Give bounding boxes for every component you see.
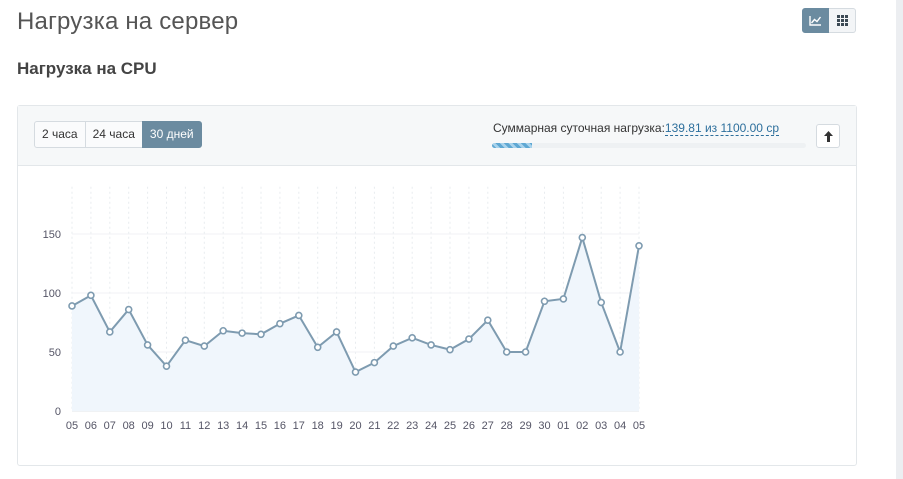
data-point[interactable] — [106, 328, 114, 336]
range-tab-30d[interactable]: 30 дней — [141, 121, 202, 148]
data-point[interactable] — [427, 341, 435, 349]
x-tick-label: 01 — [557, 420, 569, 432]
x-tick-label: 02 — [576, 420, 588, 432]
y-tick-label: 100 — [43, 288, 61, 300]
x-tick-label: 30 — [538, 420, 550, 432]
x-tick-label: 13 — [217, 420, 229, 432]
range-tab-24h[interactable]: 24 часа — [84, 121, 143, 148]
cpu-load-panel: 2 часа 24 часа 30 дней Суммарная суточна… — [17, 105, 857, 466]
data-point[interactable] — [313, 343, 322, 352]
x-tick-label: 20 — [349, 420, 361, 432]
x-tick-label: 15 — [255, 420, 267, 432]
collapse-button[interactable] — [816, 124, 840, 148]
data-point[interactable] — [597, 298, 606, 307]
data-point[interactable] — [294, 311, 303, 320]
x-tick-label: 03 — [595, 420, 607, 432]
data-point[interactable] — [162, 362, 171, 370]
x-tick-label: 21 — [368, 420, 380, 432]
x-tick-label: 19 — [330, 420, 342, 432]
x-tick-label: 08 — [123, 420, 135, 432]
x-tick-label: 11 — [180, 420, 191, 432]
x-tick-label: 29 — [519, 420, 531, 432]
x-tick-label: 05 — [66, 420, 78, 432]
x-tick-label: 18 — [312, 420, 324, 432]
chart-points — [68, 233, 643, 376]
arrow-up-icon — [823, 130, 833, 142]
x-tick-label: 07 — [104, 420, 116, 432]
data-point[interactable] — [276, 319, 284, 328]
x-tick-label: 28 — [501, 420, 513, 432]
x-tick-label: 23 — [406, 420, 418, 432]
x-tick-label: 10 — [160, 420, 172, 432]
data-point[interactable] — [635, 242, 643, 250]
x-tick-label: 06 — [85, 420, 97, 432]
daily-load-label: Суммарная суточная нагрузка: — [493, 121, 665, 135]
x-tick-label: 12 — [198, 420, 210, 432]
x-tick-label: 09 — [141, 420, 153, 432]
grid-icon — [836, 15, 848, 26]
data-point[interactable] — [68, 302, 76, 310]
view-switch — [802, 8, 856, 33]
data-point[interactable] — [200, 342, 209, 350]
data-point[interactable] — [389, 342, 398, 350]
x-tick-label: 26 — [463, 420, 475, 432]
y-axis-labels: 0 50 100 150 — [43, 229, 61, 418]
x-tick-label: 22 — [387, 420, 399, 432]
y-tick-label: 0 — [55, 406, 61, 418]
chart-area-fill — [72, 237, 639, 411]
x-tick-label: 05 — [633, 420, 645, 432]
daily-load-progress-fill — [492, 143, 532, 148]
y-tick-label: 150 — [43, 229, 61, 241]
data-point[interactable] — [408, 334, 417, 342]
data-point[interactable] — [181, 336, 190, 344]
x-tick-label: 24 — [425, 420, 437, 432]
data-point[interactable] — [465, 335, 473, 343]
data-point[interactable] — [351, 368, 360, 376]
x-tick-label: 27 — [482, 420, 494, 432]
data-point[interactable] — [332, 328, 341, 336]
line-chart-view-button[interactable] — [802, 8, 829, 33]
line-chart-icon — [809, 16, 822, 26]
y-tick-label: 50 — [49, 347, 61, 359]
data-point[interactable] — [143, 341, 152, 349]
data-point[interactable] — [540, 297, 549, 306]
x-tick-label: 25 — [444, 420, 456, 432]
range-tabs: 2 часа 24 часа 30 дней — [34, 121, 202, 148]
x-tick-label: 14 — [236, 420, 248, 432]
data-point[interactable] — [124, 305, 133, 314]
section-title: Нагрузка на CPU — [17, 59, 157, 78]
daily-load-summary: Суммарная суточная нагрузка:139.81 из 11… — [493, 121, 779, 136]
data-point[interactable] — [521, 348, 530, 356]
data-point[interactable] — [502, 348, 511, 356]
data-point[interactable] — [559, 295, 568, 303]
data-point[interactable] — [616, 348, 624, 356]
data-point[interactable] — [219, 326, 227, 335]
daily-load-progress-bar — [492, 143, 806, 148]
range-tab-2h[interactable]: 2 часа — [34, 121, 86, 148]
x-tick-label: 17 — [293, 420, 305, 432]
table-view-button[interactable] — [829, 8, 856, 33]
data-point[interactable] — [257, 330, 265, 339]
data-point[interactable] — [238, 329, 246, 337]
data-point[interactable] — [87, 291, 95, 300]
page-scrollbar-track — [896, 0, 903, 479]
data-point[interactable] — [446, 345, 454, 354]
x-tick-label: 16 — [274, 420, 286, 432]
data-point[interactable] — [578, 233, 587, 242]
daily-load-value[interactable]: 139.81 из 1100.00 cp — [664, 121, 779, 136]
x-tick-label: 04 — [614, 420, 626, 432]
page-title: Нагрузка на сервер — [17, 8, 239, 35]
panel-header: 2 часа 24 часа 30 дней Суммарная суточна… — [18, 106, 856, 166]
x-axis-labels: 05 06 07 08 09 10 11 12 13 14 15 16 17 18 19 20 21 22 23 24… — [66, 420, 645, 432]
data-point[interactable] — [370, 358, 379, 367]
data-point[interactable] — [483, 316, 492, 324]
